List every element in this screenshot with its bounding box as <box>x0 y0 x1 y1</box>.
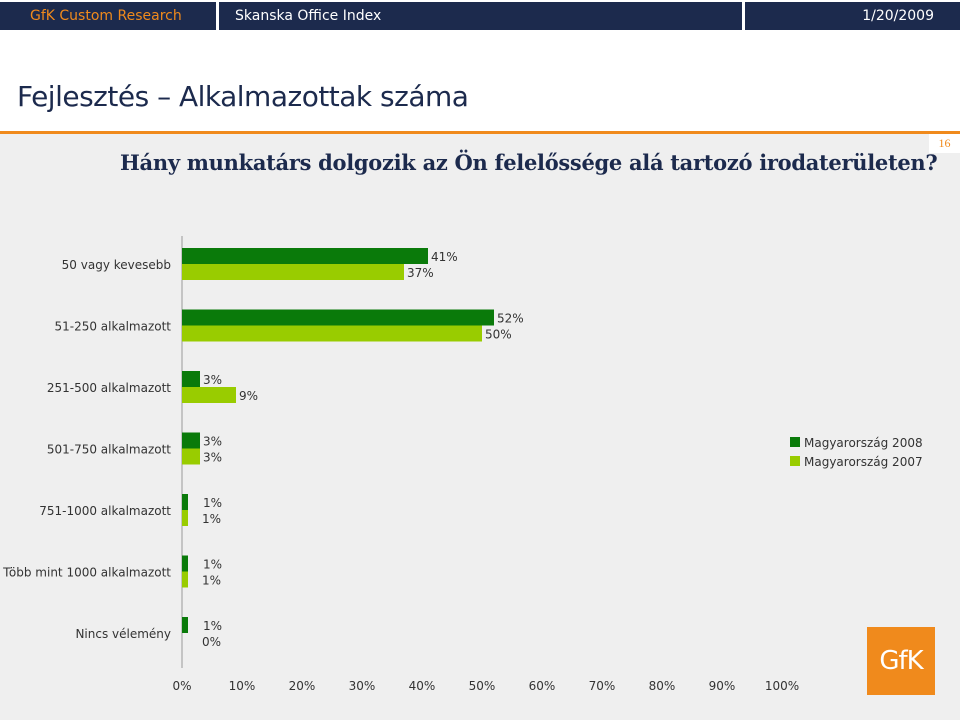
data-label: 50% <box>485 328 512 342</box>
x-tick-label: 70% <box>589 679 616 693</box>
data-label: 3% <box>203 435 222 449</box>
bar <box>182 432 200 449</box>
category-label: 501-750 alkalmazott <box>47 443 171 457</box>
header-report-name: Skanska Office Index <box>219 2 742 30</box>
data-label: 0% <box>202 635 221 649</box>
legend-swatch <box>790 456 800 466</box>
data-label: 1% <box>202 574 221 588</box>
gfk-logo: GfK <box>867 627 935 695</box>
category-label: 50 vagy kevesebb <box>62 258 171 272</box>
bar <box>182 248 428 264</box>
page-title: Fejlesztés – Alkalmazottak száma <box>17 80 469 113</box>
x-tick-label: 40% <box>409 679 436 693</box>
data-label: 1% <box>203 619 222 633</box>
x-tick-label: 30% <box>349 679 376 693</box>
data-label: 1% <box>203 496 222 510</box>
bar <box>182 387 236 403</box>
category-label: 751-1000 alkalmazott <box>39 504 171 518</box>
data-label: 1% <box>202 512 221 526</box>
category-label: 251-500 alkalmazott <box>47 381 171 395</box>
data-label: 9% <box>239 389 258 403</box>
x-tick-label: 80% <box>649 679 676 693</box>
header-company: GfK Custom Research <box>0 2 216 30</box>
bar <box>182 371 200 387</box>
chart-panel <box>0 134 960 720</box>
data-label: 1% <box>203 558 222 572</box>
x-tick-label: 20% <box>289 679 316 693</box>
bar <box>182 325 482 342</box>
category-label: Nincs vélemény <box>75 627 171 641</box>
x-tick-label: 10% <box>229 679 256 693</box>
x-tick-label: 0% <box>172 679 191 693</box>
legend-label: Magyarország 2007 <box>804 455 923 469</box>
data-label: 41% <box>431 250 458 264</box>
header-bar: GfK Custom Research Skanska Office Index… <box>0 0 960 32</box>
data-label: 3% <box>203 373 222 387</box>
bar <box>182 617 188 633</box>
data-label: 37% <box>407 266 434 280</box>
data-label: 3% <box>203 451 222 465</box>
x-tick-label: 90% <box>709 679 736 693</box>
title-divider <box>0 131 960 134</box>
bar <box>182 571 188 588</box>
x-tick-label: 50% <box>469 679 496 693</box>
page-number: 16 <box>929 134 960 153</box>
data-label: 52% <box>497 312 524 326</box>
x-tick-label: 100% <box>765 679 799 693</box>
legend-label: Magyarország 2008 <box>804 436 923 450</box>
x-tick-label: 60% <box>529 679 556 693</box>
bar <box>182 555 188 572</box>
bar <box>182 510 188 526</box>
header-date: 1/20/2009 <box>745 2 960 30</box>
category-label: 51-250 alkalmazott <box>54 320 171 334</box>
bar <box>182 494 188 510</box>
category-label: Több mint 1000 alkalmazott <box>2 566 171 580</box>
bar <box>182 264 404 280</box>
chart-question: Hány munkatárs dolgozik az Ön felelősség… <box>120 150 938 175</box>
bar <box>182 448 200 465</box>
bar <box>182 309 494 326</box>
legend-swatch <box>790 437 800 447</box>
